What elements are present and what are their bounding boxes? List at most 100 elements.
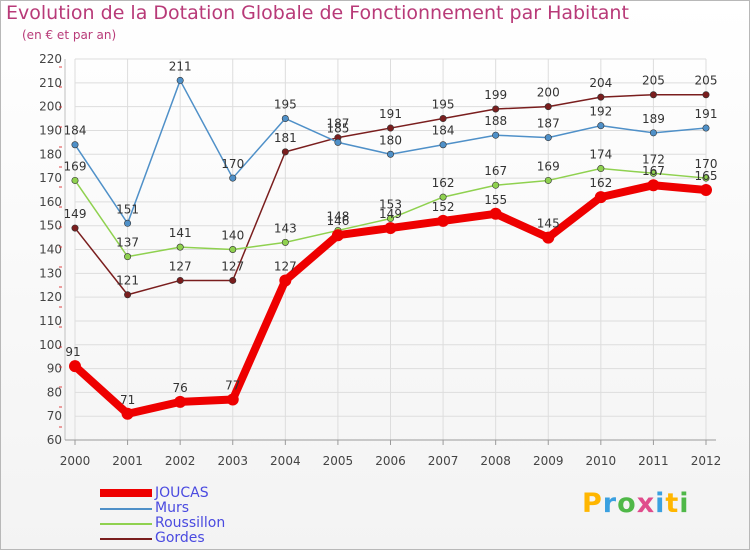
data-point xyxy=(492,105,500,113)
data-point xyxy=(71,176,79,184)
data-label: 152 xyxy=(432,200,455,214)
y-tick-label: 180 xyxy=(39,147,62,161)
data-point xyxy=(386,124,394,132)
data-label: 181 xyxy=(274,131,297,145)
y-tick-label: 140 xyxy=(39,243,62,257)
x-tick-label: 2000 xyxy=(60,454,91,468)
data-label: 187 xyxy=(537,117,560,131)
data-label: 205 xyxy=(642,74,665,88)
data-point xyxy=(492,181,500,189)
data-label: 91 xyxy=(65,345,80,359)
data-label: 127 xyxy=(221,259,244,273)
data-label: 121 xyxy=(116,274,139,288)
y-tick-label: 220 xyxy=(39,52,62,66)
data-point xyxy=(384,222,397,235)
data-point xyxy=(492,131,500,139)
y-tick-label: 200 xyxy=(39,100,62,114)
data-label: 77 xyxy=(225,379,240,393)
x-tick-label: 2004 xyxy=(270,454,301,468)
data-label: 191 xyxy=(695,107,718,121)
data-label: 151 xyxy=(116,202,139,216)
legend-item-joucas: JOUCAS xyxy=(100,485,260,501)
x-tick-label: 2008 xyxy=(480,454,511,468)
data-point xyxy=(542,231,555,244)
data-label: 143 xyxy=(274,221,297,235)
data-label: 192 xyxy=(589,105,612,119)
data-point xyxy=(281,148,289,156)
data-point xyxy=(281,115,289,123)
data-point xyxy=(700,183,712,196)
data-label: 76 xyxy=(173,381,188,395)
data-point xyxy=(334,138,342,146)
data-label: 189 xyxy=(642,112,665,126)
x-tick-label: 2009 xyxy=(533,454,564,468)
logo-letter: t xyxy=(665,488,680,519)
legend-swatch xyxy=(100,489,152,497)
data-label: 204 xyxy=(589,76,612,90)
data-label: 162 xyxy=(432,176,455,190)
data-point xyxy=(331,229,344,242)
data-label: 149 xyxy=(379,207,402,221)
data-point xyxy=(229,276,237,284)
logo-letter: i xyxy=(679,488,690,519)
legend-label: Murs xyxy=(155,500,190,516)
y-tick-label: 190 xyxy=(39,123,62,137)
data-point xyxy=(121,407,134,420)
data-label: 184 xyxy=(432,124,455,138)
x-tick-label: 2001 xyxy=(112,454,143,468)
y-tick-label: 150 xyxy=(39,219,62,233)
data-point xyxy=(437,214,450,227)
legend-swatch xyxy=(100,508,152,510)
data-point xyxy=(386,215,394,223)
chart-subtitle: (en € et par an) xyxy=(22,28,117,42)
x-tick-label: 2007 xyxy=(428,454,459,468)
legend-label: JOUCAS xyxy=(155,485,209,501)
y-tick-label: 60 xyxy=(47,433,62,447)
y-tick-label: 110 xyxy=(39,314,62,328)
legend-swatch xyxy=(100,523,152,525)
data-label: 127 xyxy=(274,259,297,273)
data-point xyxy=(597,122,605,130)
data-point xyxy=(544,134,552,142)
data-point xyxy=(649,169,657,177)
legend-swatch xyxy=(100,538,152,540)
data-label: 155 xyxy=(484,193,507,207)
data-label: 184 xyxy=(64,124,87,138)
data-point xyxy=(702,124,710,132)
y-tick-label: 130 xyxy=(39,266,62,280)
data-point xyxy=(489,207,502,220)
data-point xyxy=(544,176,552,184)
data-label: 211 xyxy=(169,59,192,73)
data-point xyxy=(649,91,657,99)
data-label: 137 xyxy=(116,236,139,250)
chart-title: Evolution de la Dotation Globale de Fonc… xyxy=(6,2,629,24)
data-point xyxy=(176,243,184,251)
data-point xyxy=(439,141,447,149)
data-point xyxy=(124,219,132,227)
data-label: 200 xyxy=(537,86,560,100)
data-point xyxy=(386,150,394,158)
data-label: 169 xyxy=(64,159,87,173)
data-point xyxy=(702,91,710,99)
data-label: 191 xyxy=(379,107,402,121)
data-label: 205 xyxy=(695,74,718,88)
data-label: 127 xyxy=(169,259,192,273)
data-label: 167 xyxy=(484,164,507,178)
y-tick-label: 90 xyxy=(47,362,62,376)
data-label: 141 xyxy=(169,226,192,240)
data-point xyxy=(71,224,79,232)
data-point xyxy=(647,179,660,192)
legend-label: Gordes xyxy=(155,530,205,546)
data-point xyxy=(439,193,447,201)
data-point xyxy=(69,360,81,373)
data-label: 140 xyxy=(221,229,244,243)
y-tick-label: 70 xyxy=(47,409,62,423)
data-label: 180 xyxy=(379,133,402,147)
data-point xyxy=(226,393,239,406)
data-label: 199 xyxy=(484,88,507,102)
data-point xyxy=(439,115,447,123)
data-point xyxy=(229,174,237,182)
y-tick-label: 120 xyxy=(39,290,62,304)
